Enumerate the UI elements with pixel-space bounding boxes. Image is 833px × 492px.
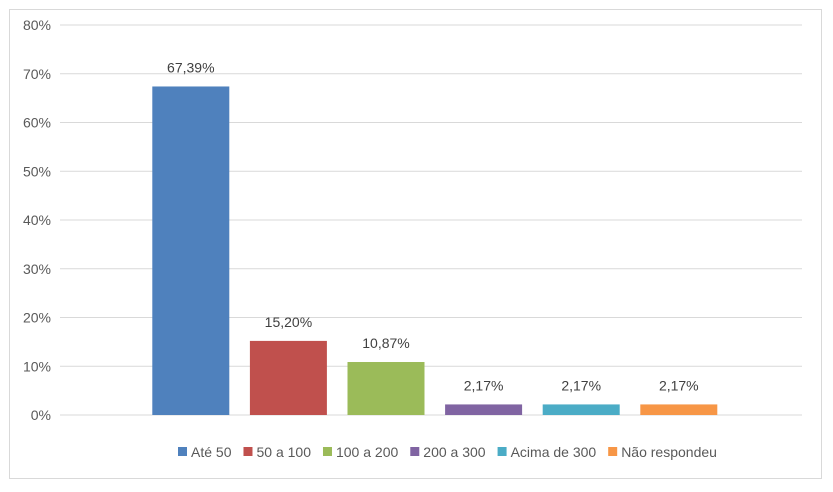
legend-swatch xyxy=(243,447,253,456)
bar-3 xyxy=(347,362,425,415)
y-tick-label: 10% xyxy=(23,358,51,374)
legend-swatch xyxy=(178,447,187,456)
legend-label: Até 50 xyxy=(191,444,232,460)
data-label: 2,17% xyxy=(561,377,601,393)
legend-label: Acima de 300 xyxy=(511,444,597,460)
bar-5 xyxy=(542,404,620,415)
legend-label: 50 a 100 xyxy=(256,444,311,460)
legend-swatch xyxy=(497,447,507,456)
data-label: 15,20% xyxy=(265,314,312,330)
data-label: 10,87% xyxy=(362,335,409,351)
bar-4 xyxy=(445,404,523,415)
bar-1 xyxy=(152,86,230,415)
bar-2 xyxy=(249,340,327,415)
legend-swatch xyxy=(608,447,618,456)
data-label: 2,17% xyxy=(659,377,699,393)
legend-label: Não respondeu xyxy=(621,444,717,460)
y-tick-label: 60% xyxy=(23,115,51,131)
bar-6 xyxy=(640,404,718,415)
data-label: 2,17% xyxy=(464,377,504,393)
y-tick-label: 50% xyxy=(23,163,51,179)
legend-swatch xyxy=(410,447,420,456)
y-tick-label: 30% xyxy=(23,261,51,277)
y-tick-label: 0% xyxy=(31,407,51,423)
legend-swatch xyxy=(322,447,332,456)
data-label: 67,39% xyxy=(167,59,214,75)
legend-label: 200 a 300 xyxy=(423,444,485,460)
y-tick-label: 80% xyxy=(23,17,51,33)
y-tick-label: 40% xyxy=(23,212,51,228)
y-tick-label: 70% xyxy=(23,66,51,82)
y-tick-label: 20% xyxy=(23,310,51,326)
legend-label: 100 a 200 xyxy=(336,444,398,460)
